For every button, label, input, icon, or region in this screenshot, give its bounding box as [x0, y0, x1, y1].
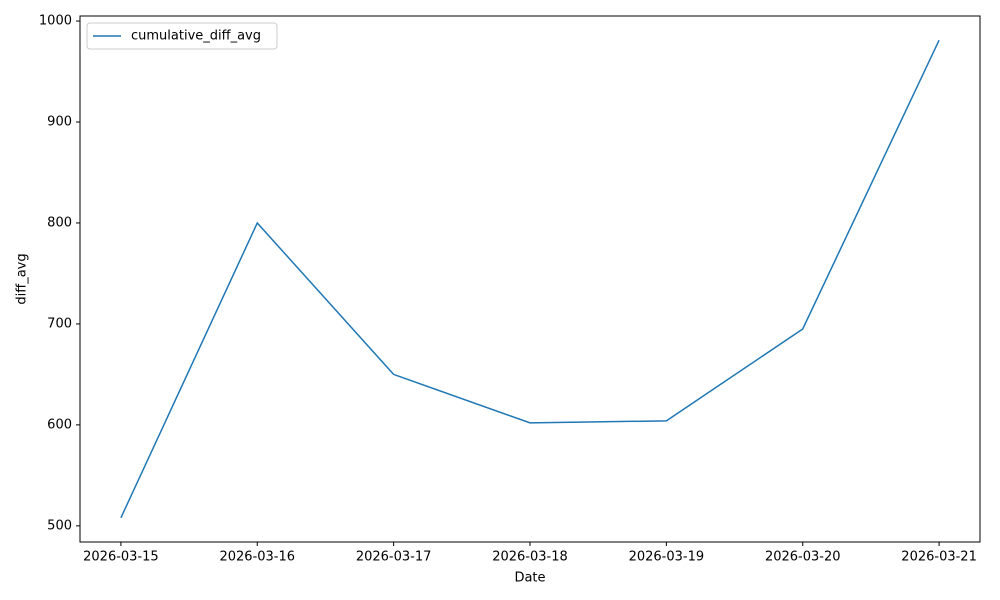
x-axis-label: Date	[514, 571, 545, 586]
y-tick-label: 800	[47, 215, 72, 230]
x-tick-label: 2026-03-21	[901, 550, 977, 565]
legend-box	[86, 22, 278, 50]
x-tick-label: 2026-03-16	[219, 550, 295, 565]
x-tick-label: 2026-03-20	[765, 550, 841, 565]
y-tick-label: 600	[47, 417, 72, 432]
legend-label: cumulative_diff_avg	[131, 29, 261, 44]
y-tick-label: 500	[47, 518, 72, 533]
y-axis-label: diff_avg	[15, 253, 30, 304]
y-tick-label: 1000	[39, 14, 72, 29]
y-tick-label: 700	[47, 316, 72, 331]
x-tick-label: 2026-03-15	[83, 550, 159, 565]
x-tick-label: 2026-03-17	[356, 550, 432, 565]
x-tick-label: 2026-03-19	[629, 550, 705, 565]
x-tick-label: 2026-03-18	[492, 550, 568, 565]
plot-frame	[79, 15, 981, 543]
data-line	[120, 39, 940, 519]
y-tick-label: 900	[47, 115, 72, 130]
